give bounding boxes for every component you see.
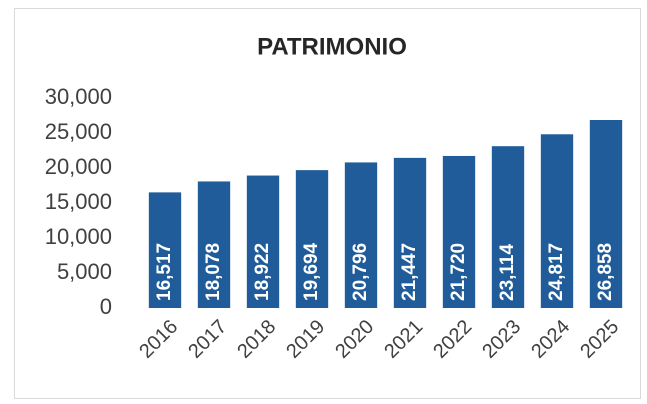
bar <box>246 175 280 308</box>
chart-title: PATRIMONIO <box>257 33 407 60</box>
y-tick-label: 10,000 <box>45 224 112 249</box>
bar <box>295 170 329 308</box>
value-label: 23,114 <box>497 244 518 301</box>
value-label: 18,922 <box>252 243 273 301</box>
bar <box>344 162 378 308</box>
value-label: 20,796 <box>350 243 371 301</box>
bar <box>197 181 231 308</box>
y-tick-label: 0 <box>100 294 112 319</box>
value-label: 19,694 <box>301 242 322 301</box>
bar <box>393 157 427 308</box>
value-label: 26,858 <box>595 243 616 301</box>
bar <box>589 119 623 308</box>
bar <box>540 134 574 308</box>
bar <box>491 146 525 308</box>
value-label: 24,817 <box>546 243 567 301</box>
value-label: 21,447 <box>399 243 420 301</box>
y-tick-label: 20,000 <box>45 154 112 179</box>
value-label: 16,517 <box>154 243 175 301</box>
bar <box>148 192 182 308</box>
value-label: 21,720 <box>448 243 469 301</box>
bar <box>442 155 476 308</box>
y-tick-label: 30,000 <box>45 84 112 109</box>
value-label: 18,078 <box>203 243 224 301</box>
y-tick-label: 5,000 <box>57 259 112 284</box>
y-tick-label: 15,000 <box>45 189 112 214</box>
y-tick-label: 25,000 <box>45 119 112 144</box>
